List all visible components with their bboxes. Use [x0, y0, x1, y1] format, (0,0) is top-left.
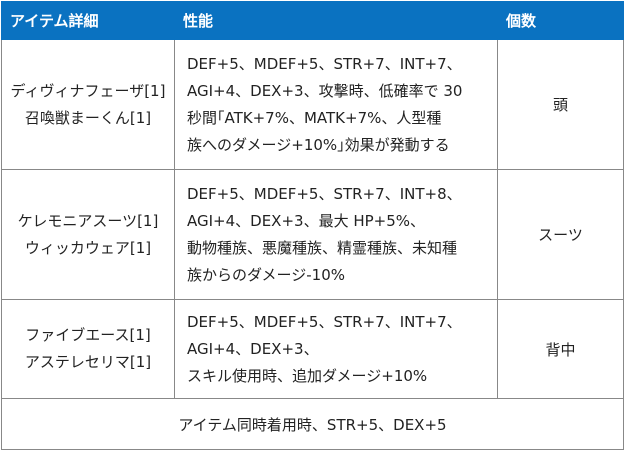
performance-line: 族からのダメージ-10% — [187, 265, 346, 284]
table-header-row: アイテム詳細 性能 個数 — [1, 1, 624, 40]
slot-cell: 背中 — [497, 299, 624, 399]
item-name: 召喚獣まーくん[1] — [24, 108, 152, 127]
set-bonus-text: アイテム同時着用時、STR+5、DEX+5 — [1, 398, 624, 450]
item-name: ファイブエース[1] — [25, 326, 151, 344]
performance-line: DEF+5、MDEF+5、STR+7、INT+8、 — [187, 184, 462, 203]
table-row: ディヴィナフェーザ[1] 召喚獣まーくん[1] DEF+5、MDEF+5、STR… — [1, 39, 624, 170]
set-bonus-row: アイテム同時着用時、STR+5、DEX+5 — [1, 398, 624, 450]
item-name: ウィッカウェア[1] — [24, 238, 152, 257]
performance-cell: DEF+5、MDEF+5、STR+7、INT+7、 AGI+4、DEX+3、 ス… — [174, 299, 498, 399]
performance-line: 族へのダメージ+10%｣効果が発動する — [187, 135, 450, 154]
performance-line: 動物種族、悪魔種族、精霊種族、未知種 — [187, 238, 458, 257]
slot-cell: スーツ — [497, 169, 624, 300]
header-performance: 性能 — [174, 1, 498, 40]
table-row: ファイブエース[1] アステレセリマ[1] DEF+5、MDEF+5、STR+7… — [1, 299, 624, 399]
performance-line: スキル使用時、追加ダメージ+10% — [187, 366, 428, 385]
performance-line: AGI+4、DEX+3、 — [187, 339, 319, 358]
header-quantity: 個数 — [497, 1, 624, 40]
performance-line: DEF+5、MDEF+5、STR+7、INT+7、 — [187, 54, 462, 73]
item-name: ディヴィナフェーザ[1] — [10, 81, 166, 100]
item-names-cell: ディヴィナフェーザ[1] 召喚獣まーくん[1] — [1, 39, 175, 170]
header-item-detail: アイテム詳細 — [1, 1, 175, 40]
slot-cell: 頭 — [497, 39, 624, 170]
performance-line: AGI+4、DEX+3、最大 HP+5%、 — [187, 211, 426, 230]
item-names-cell: ファイブエース[1] アステレセリマ[1] — [1, 299, 175, 399]
performance-line: DEF+5、MDEF+5、STR+7、INT+7、 — [187, 312, 462, 331]
item-name: ケレモニアスーツ[1] — [17, 211, 159, 230]
item-names-cell: ケレモニアスーツ[1] ウィッカウェア[1] — [1, 169, 175, 300]
item-name: アステレセリマ[1] — [24, 353, 152, 371]
performance-cell: DEF+5、MDEF+5、STR+7、INT+8、 AGI+4、DEX+3、最大… — [174, 169, 498, 300]
table-row: ケレモニアスーツ[1] ウィッカウェア[1] DEF+5、MDEF+5、STR+… — [1, 169, 624, 300]
performance-line: AGI+4、DEX+3、攻撃時、低確率で 30 — [187, 81, 463, 100]
performance-cell: DEF+5、MDEF+5、STR+7、INT+7、 AGI+4、DEX+3、攻撃… — [174, 39, 498, 170]
performance-line: 秒間｢ATK+7%、MATK+7%、人型種 — [187, 108, 442, 127]
